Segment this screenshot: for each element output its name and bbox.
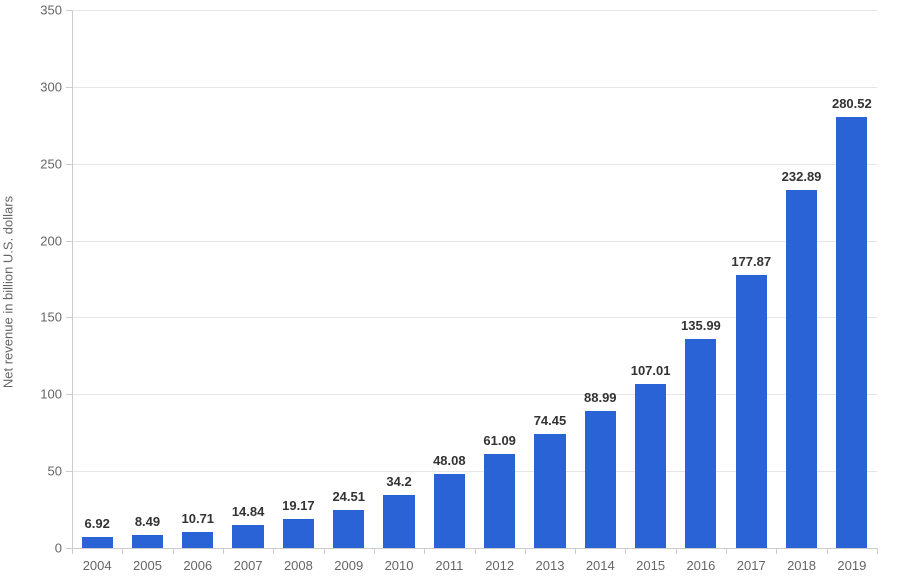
y-tick-label: 350 — [40, 3, 72, 18]
x-tick-label: 2014 — [586, 558, 615, 573]
x-tick-mark — [173, 548, 174, 554]
x-tick-label: 2004 — [83, 558, 112, 573]
x-tick-mark — [726, 548, 727, 554]
bar — [333, 510, 364, 548]
x-tick-mark — [424, 548, 425, 554]
y-tick-label: 100 — [40, 387, 72, 402]
x-tick-label: 2007 — [234, 558, 263, 573]
value-label: 19.17 — [282, 498, 315, 513]
bar — [132, 535, 163, 548]
y-tick-label: 150 — [40, 310, 72, 325]
x-tick-label: 2016 — [686, 558, 715, 573]
x-tick-mark — [374, 548, 375, 554]
bar — [736, 275, 767, 548]
x-tick-mark — [575, 548, 576, 554]
value-label: 74.45 — [534, 413, 567, 428]
value-label: 61.09 — [483, 433, 516, 448]
x-tick-mark — [625, 548, 626, 554]
y-tick-label: 200 — [40, 233, 72, 248]
value-label: 34.2 — [386, 474, 411, 489]
bar — [836, 117, 867, 548]
bar — [383, 495, 414, 548]
bar — [685, 339, 716, 548]
bar-chart: Net revenue in billion U.S. dollars 0501… — [0, 0, 897, 584]
value-label: 135.99 — [681, 318, 721, 333]
x-tick-label: 2017 — [737, 558, 766, 573]
x-tick-label: 2018 — [787, 558, 816, 573]
plot-area: 0501001502002503003506.9220048.49200510.… — [72, 10, 877, 548]
x-tick-label: 2006 — [183, 558, 212, 573]
x-tick-label: 2008 — [284, 558, 313, 573]
x-tick-mark — [223, 548, 224, 554]
x-tick-label: 2019 — [837, 558, 866, 573]
x-tick-mark — [72, 548, 73, 554]
bar — [484, 454, 515, 548]
x-tick-label: 2010 — [385, 558, 414, 573]
y-tick-label: 0 — [55, 541, 72, 556]
gridline — [72, 87, 877, 88]
bar — [283, 519, 314, 548]
value-label: 232.89 — [782, 169, 822, 184]
y-tick-label: 50 — [48, 464, 72, 479]
value-label: 107.01 — [631, 363, 671, 378]
x-tick-mark — [324, 548, 325, 554]
bar — [534, 434, 565, 548]
x-tick-mark — [475, 548, 476, 554]
value-label: 177.87 — [731, 254, 771, 269]
x-tick-mark — [877, 548, 878, 554]
x-tick-mark — [776, 548, 777, 554]
gridline — [72, 164, 877, 165]
value-label: 24.51 — [332, 489, 365, 504]
x-tick-mark — [273, 548, 274, 554]
value-label: 10.71 — [182, 511, 215, 526]
value-label: 48.08 — [433, 453, 466, 468]
x-tick-mark — [676, 548, 677, 554]
x-tick-label: 2013 — [536, 558, 565, 573]
x-tick-label: 2005 — [133, 558, 162, 573]
gridline — [72, 10, 877, 11]
x-tick-mark — [827, 548, 828, 554]
bar — [82, 537, 113, 548]
bar — [786, 190, 817, 548]
bar — [434, 474, 465, 548]
y-tick-label: 250 — [40, 156, 72, 171]
x-tick-label: 2012 — [485, 558, 514, 573]
value-label: 14.84 — [232, 504, 265, 519]
y-tick-label: 300 — [40, 79, 72, 94]
value-label: 280.52 — [832, 96, 872, 111]
bar — [232, 525, 263, 548]
x-tick-label: 2015 — [636, 558, 665, 573]
y-axis-line — [72, 10, 73, 548]
x-tick-mark — [122, 548, 123, 554]
x-tick-label: 2011 — [435, 558, 463, 573]
bar — [585, 411, 616, 548]
value-label: 88.99 — [584, 390, 617, 405]
value-label: 8.49 — [135, 514, 160, 529]
x-tick-label: 2009 — [334, 558, 363, 573]
value-label: 6.92 — [85, 516, 110, 531]
y-axis-label: Net revenue in billion U.S. dollars — [1, 196, 16, 388]
bar — [635, 384, 666, 548]
x-tick-mark — [525, 548, 526, 554]
bar — [182, 532, 213, 548]
gridline — [72, 241, 877, 242]
